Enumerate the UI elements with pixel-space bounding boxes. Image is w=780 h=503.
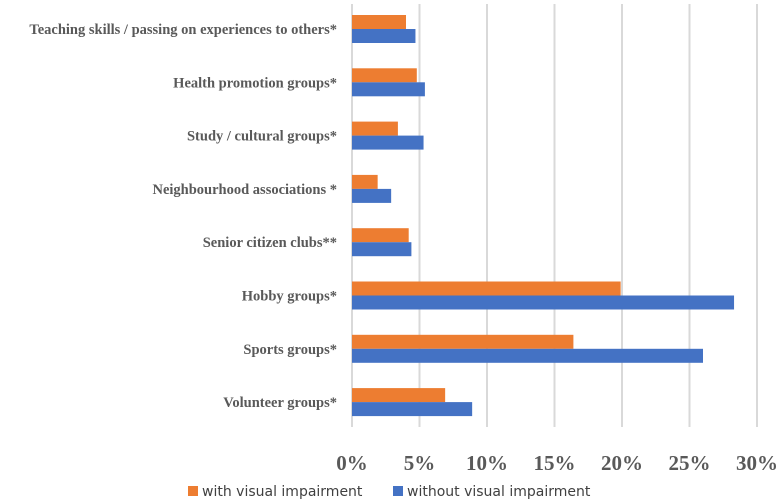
legend-label: with visual impairment [202,484,363,500]
x-tick-labels: 0% 5% 10% 15% 20% 25% 30% [336,451,778,475]
gridlines [351,4,758,427]
bar-with-visual-impairment [352,174,378,189]
bar-with-visual-impairment [352,68,417,83]
bar-with-visual-impairment [352,228,409,243]
x-tick-label: 15% [534,451,576,475]
x-tick-label: 30% [736,451,778,475]
bars [352,15,735,417]
legend-swatch [188,486,198,496]
bar-without-visual-impairment [352,188,392,203]
x-tick-label: 20% [601,451,643,475]
legend-label: without visual impairment [407,484,591,500]
category-label: Teaching skills / passing on experiences… [29,22,337,38]
bar-with-visual-impairment [352,388,446,403]
bar-with-visual-impairment [352,15,406,29]
bar-without-visual-impairment [352,295,735,310]
legend: with visual impairment without visual imp… [188,484,591,500]
category-label: Health promotion groups* [173,75,337,91]
x-tick-label: 10% [466,451,508,475]
legend-swatch [393,486,403,496]
bar-without-visual-impairment [352,402,473,417]
bar-without-visual-impairment [352,29,416,43]
category-label: Study / cultural groups* [187,129,337,145]
category-label: Volunteer groups* [223,395,337,411]
bar-without-visual-impairment [352,135,424,150]
x-tick-label: 0% [336,451,368,475]
bar-with-visual-impairment [352,334,574,349]
bar-without-visual-impairment [352,348,703,363]
category-label: Sports groups* [243,342,337,358]
bar-without-visual-impairment [352,82,425,97]
category-label: Senior citizen clubs** [203,235,337,251]
bar-with-visual-impairment [352,281,621,296]
bar-without-visual-impairment [352,242,412,257]
category-label: Neighbourhood associations * [152,182,337,198]
category-labels: Teaching skills / passing on experiences… [29,22,337,411]
x-tick-label: 25% [669,451,711,475]
category-label: Hobby groups* [242,289,337,305]
bar-with-visual-impairment [352,121,398,136]
x-tick-label: 5% [404,451,436,475]
